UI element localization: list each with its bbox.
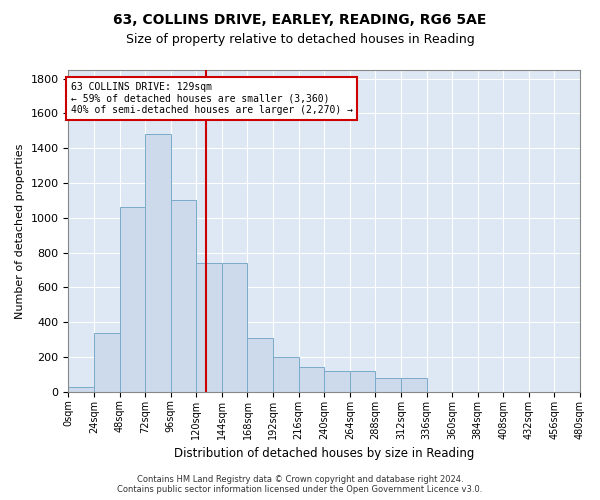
Bar — [299, 368, 324, 392]
Text: Size of property relative to detached houses in Reading: Size of property relative to detached ho… — [125, 32, 475, 46]
Bar — [68, 386, 94, 392]
Bar — [222, 263, 247, 392]
Text: 63, COLLINS DRIVE, EARLEY, READING, RG6 5AE: 63, COLLINS DRIVE, EARLEY, READING, RG6 … — [113, 12, 487, 26]
Bar — [273, 357, 299, 392]
Bar — [171, 200, 196, 392]
Bar — [247, 338, 273, 392]
X-axis label: Distribution of detached houses by size in Reading: Distribution of detached houses by size … — [174, 447, 475, 460]
Bar — [119, 208, 145, 392]
Y-axis label: Number of detached properties: Number of detached properties — [15, 143, 25, 318]
Bar — [401, 378, 427, 392]
Bar — [145, 134, 171, 392]
Bar — [324, 371, 350, 392]
Text: Contains HM Land Registry data © Crown copyright and database right 2024.
Contai: Contains HM Land Registry data © Crown c… — [118, 474, 482, 494]
Bar — [94, 332, 119, 392]
Text: 63 COLLINS DRIVE: 129sqm
← 59% of detached houses are smaller (3,360)
40% of sem: 63 COLLINS DRIVE: 129sqm ← 59% of detach… — [71, 82, 353, 116]
Bar — [350, 371, 376, 392]
Bar — [376, 378, 401, 392]
Bar — [196, 263, 222, 392]
